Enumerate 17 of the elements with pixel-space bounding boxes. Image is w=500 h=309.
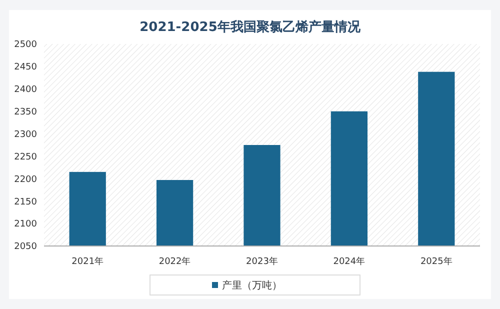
chart-title: 2021-2025年我国聚氯乙烯产量情况 (140, 19, 362, 35)
y-tick-label: 2050 (14, 242, 38, 252)
y-tick-label: 2100 (14, 220, 38, 230)
y-tick-label: 2250 (14, 152, 38, 162)
x-tick-label: 2024年 (333, 256, 366, 267)
x-tick-label: 2021年 (72, 256, 104, 267)
y-tick-label: 2450 (14, 62, 38, 73)
y-tick-label: 2500 (14, 40, 38, 50)
y-tick-label: 2350 (14, 107, 38, 118)
x-tick-label: 2023年 (246, 256, 278, 267)
y-tick-label: 2200 (14, 174, 38, 185)
x-tick-label: 2022年 (158, 256, 191, 267)
y-tick-label: 2400 (14, 85, 38, 96)
legend-label: 产里（万吨） (222, 280, 282, 292)
y-tick-label: 2150 (14, 197, 38, 208)
x-tick-label: 2025年 (420, 256, 452, 267)
y-tick-label: 2300 (14, 130, 38, 140)
